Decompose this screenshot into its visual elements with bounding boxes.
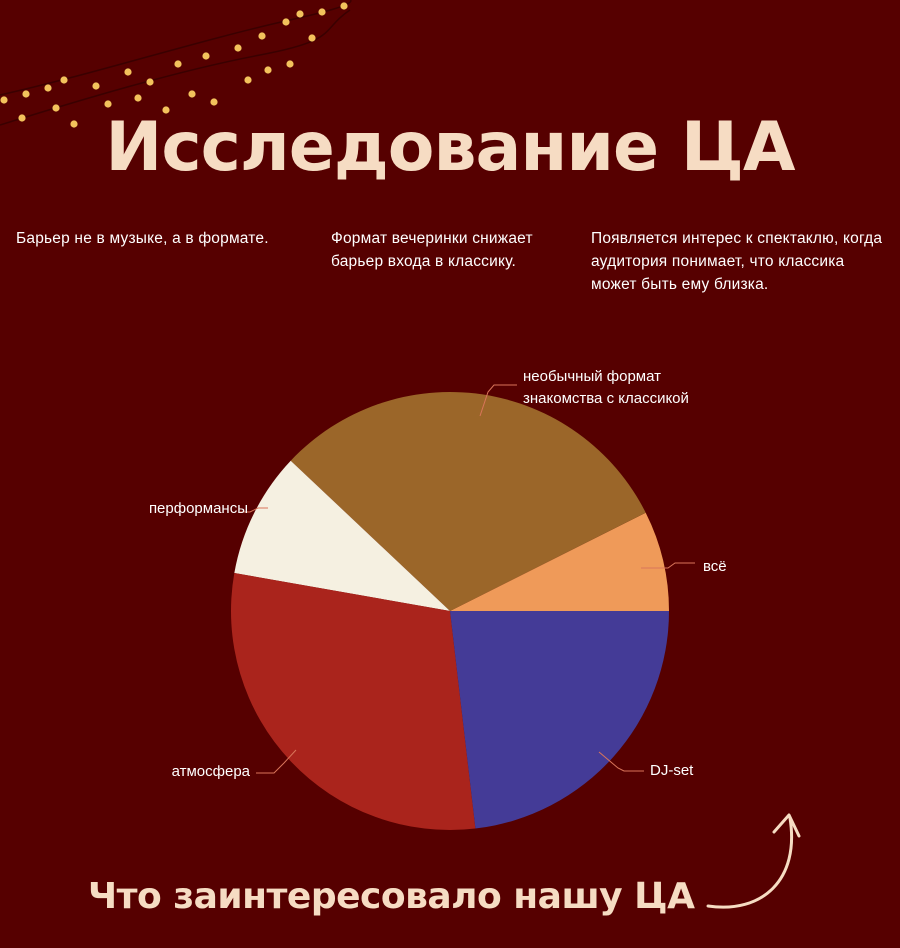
leader-line-3 — [256, 749, 297, 774]
pie-slice-4 — [450, 611, 669, 829]
leader-line-1 — [479, 384, 517, 417]
slice-label-3: атмосфера — [172, 763, 251, 780]
slice-label-1: необычный формат знакомства с классикой — [523, 368, 689, 407]
pie-slice-1 — [290, 391, 646, 611]
chart-subtitle: Что заинтересовало нашу ЦА — [88, 876, 695, 917]
garland-lights — [0, 0, 352, 128]
caption-barrier: Барьер не в музыке, а в формате. — [16, 230, 269, 247]
pie-slice-2 — [234, 460, 450, 611]
slice-label-0: всё — [703, 558, 727, 575]
leader-line-4 — [598, 751, 644, 772]
page-title: Исследование ЦА — [105, 108, 795, 187]
leader-line-2 — [240, 507, 268, 513]
pie-slice-3 — [231, 572, 476, 830]
pie-slice-0 — [450, 512, 669, 611]
slice-label-2: перформансы — [149, 500, 248, 517]
caption-interest: Появляется интерес к спектаклю, когда ау… — [591, 230, 883, 293]
leader-line-0 — [641, 562, 695, 569]
caption-format: Формат вечеринки снижает барьер входа в … — [331, 230, 533, 270]
slice-label-4: DJ-set — [650, 762, 694, 779]
